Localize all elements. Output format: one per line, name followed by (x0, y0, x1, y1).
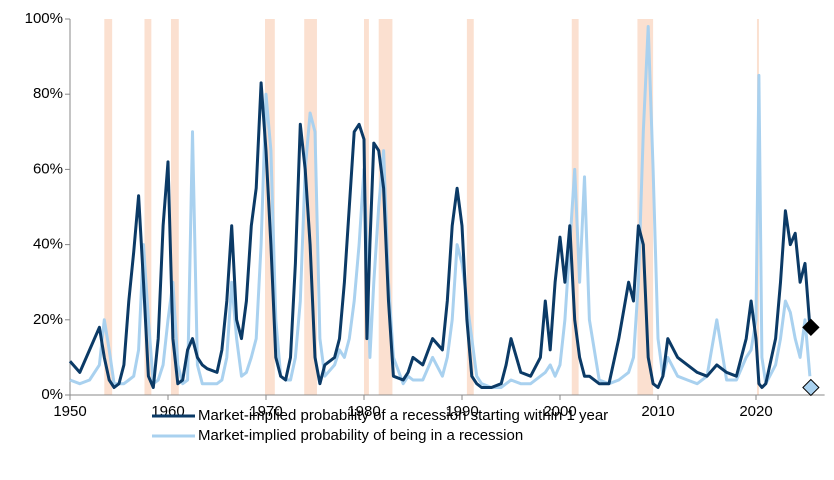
x-tick-label: 1990 (445, 403, 478, 420)
recession-band (170, 19, 179, 395)
y-tick-label: 0% (41, 386, 63, 403)
recession-band (637, 19, 654, 395)
y-tick-label: 60% (33, 160, 63, 177)
y-tick-label: 20% (33, 311, 63, 328)
latest-marker (802, 318, 820, 337)
recession-band (104, 19, 113, 395)
latest-marker (802, 378, 820, 397)
legend-label: Market-implied probability of a recessio… (198, 407, 608, 424)
x-tick-label: 1950 (53, 403, 86, 420)
series-line (69, 25, 812, 389)
series-line (68, 81, 812, 389)
x-tick-label: 2020 (739, 403, 772, 420)
x-tick-label: 1980 (347, 403, 380, 420)
x-tick-label: 1970 (249, 403, 282, 420)
y-tick-label: 40% (33, 236, 63, 253)
recession-band (466, 19, 474, 395)
y-tick-label: 100% (25, 10, 63, 27)
recession-band (144, 19, 152, 395)
y-tick-label: 80% (33, 85, 63, 102)
legend-label: Market-implied probability of being in a… (198, 427, 523, 444)
x-tick-label: 2000 (543, 403, 576, 420)
x-tick-label: 2010 (641, 403, 674, 420)
